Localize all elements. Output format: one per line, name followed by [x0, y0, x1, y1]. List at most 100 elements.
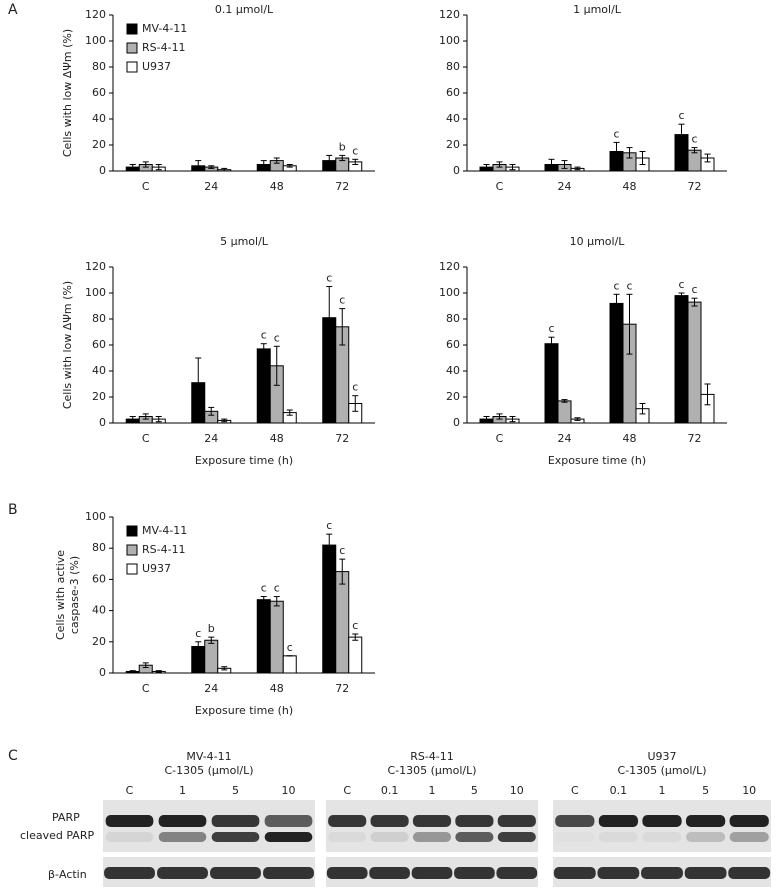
significance-label: c [326, 519, 332, 532]
legend-swatch [126, 61, 138, 73]
y-tick-label: 20 [446, 138, 460, 151]
x-axis-label: Exposure time (h) [195, 454, 293, 467]
blot-treatment: C-1305 (μmol/L) [387, 764, 476, 777]
x-tick-label: 72 [335, 180, 349, 193]
y-tick-label: 100 [439, 34, 460, 47]
bar [256, 599, 271, 674]
error-bar [548, 158, 555, 171]
band-actin [728, 867, 771, 879]
band-parp [412, 815, 452, 827]
band-actin [326, 867, 368, 879]
significance-label: b [339, 140, 346, 153]
significance-label: c [339, 294, 345, 307]
x-tick-label: 48 [623, 180, 637, 193]
blot-lane-label: 5 [232, 784, 239, 797]
legend-label: U937 [142, 60, 171, 73]
x-tick-label: 24 [558, 180, 572, 193]
x-tick-label: 48 [270, 682, 284, 695]
bar [687, 149, 702, 172]
y-tick-label: 40 [92, 364, 106, 377]
bar [674, 295, 689, 424]
error-bar [561, 160, 568, 169]
error-bar [483, 416, 490, 423]
y-axis-label: Cells with active [54, 550, 67, 640]
blot-cell-line: MV-4-11 [186, 750, 231, 763]
band-parp [264, 815, 313, 827]
significance-label: c [691, 133, 697, 146]
legend-swatch [126, 23, 138, 35]
band-cleaved-parp [598, 832, 639, 842]
band-cleaved-parp [328, 832, 367, 842]
significance-label: c [626, 279, 632, 292]
error-bar [260, 343, 267, 355]
band-actin [411, 867, 453, 879]
band-parp [555, 815, 595, 827]
significance-label: c [274, 582, 280, 595]
error-bar [195, 160, 202, 172]
y-tick-label: 0 [99, 416, 106, 429]
error-bar [221, 666, 228, 671]
y-tick-label: 40 [92, 112, 106, 125]
band-actin [157, 867, 208, 879]
error-bar [613, 293, 620, 313]
y-tick-label: 60 [92, 572, 106, 585]
error-bar [221, 418, 228, 423]
error-bar [208, 165, 215, 169]
blot-row-label: cleaved PARP [20, 829, 94, 842]
band-parp [328, 815, 367, 827]
bar [256, 348, 271, 424]
bar [557, 400, 572, 424]
error-bar [208, 406, 215, 416]
error-bar [286, 409, 293, 416]
error-bar [339, 308, 346, 346]
y-tick-label: 80 [92, 541, 106, 554]
significance-label: c [195, 627, 201, 640]
y-tick-label: 40 [446, 364, 460, 377]
error-bar [129, 416, 136, 423]
band-parp [685, 815, 726, 827]
significance-label: c [287, 641, 293, 654]
blot-lane-label: 5 [471, 784, 478, 797]
y-tick-label: 0 [99, 164, 106, 177]
error-bar [129, 670, 136, 673]
error-bar [691, 147, 698, 154]
band-cleaved-parp [264, 832, 313, 842]
y-axis-label: Cells with low ΔΨm (%) [61, 29, 74, 157]
band-actin [553, 867, 596, 879]
band-actin [369, 867, 410, 879]
error-bar [639, 151, 646, 165]
band-parp [455, 815, 494, 827]
error-bar [273, 157, 280, 164]
error-bar [548, 336, 555, 351]
bar [322, 544, 337, 674]
band-cleaved-parp [455, 832, 494, 842]
blot-lane-label: C [126, 784, 134, 797]
blot-cell-line: RS-4-11 [410, 750, 454, 763]
bar [544, 343, 559, 424]
legend-label: U937 [142, 562, 171, 575]
error-bar [483, 164, 490, 171]
band-parp [497, 815, 536, 827]
significance-label: c [274, 331, 280, 344]
chart-title: 0.1 μmol/L [215, 3, 274, 16]
legend-label: MV-4-11 [142, 524, 187, 537]
blot-cell-line: U937 [647, 750, 676, 763]
blot-treatment: C-1305 (μmol/L) [617, 764, 706, 777]
bar [348, 636, 363, 674]
y-axis-label: caspase-3 (%) [68, 556, 81, 634]
error-bar [678, 123, 685, 146]
error-bar [678, 292, 685, 299]
y-tick-label: 100 [85, 286, 106, 299]
y-tick-label: 60 [446, 338, 460, 351]
band-parp [370, 815, 409, 827]
y-tick-label: 80 [92, 312, 106, 325]
blot-row-label: PARP [52, 811, 80, 824]
y-tick-label: 20 [92, 138, 106, 151]
error-bar [260, 160, 267, 169]
error-bar [195, 641, 202, 652]
error-bar [326, 533, 333, 557]
error-bar [704, 153, 711, 163]
error-bar [691, 297, 698, 307]
chart-title: 10 μmol/L [570, 235, 626, 248]
error-bar [496, 413, 503, 420]
